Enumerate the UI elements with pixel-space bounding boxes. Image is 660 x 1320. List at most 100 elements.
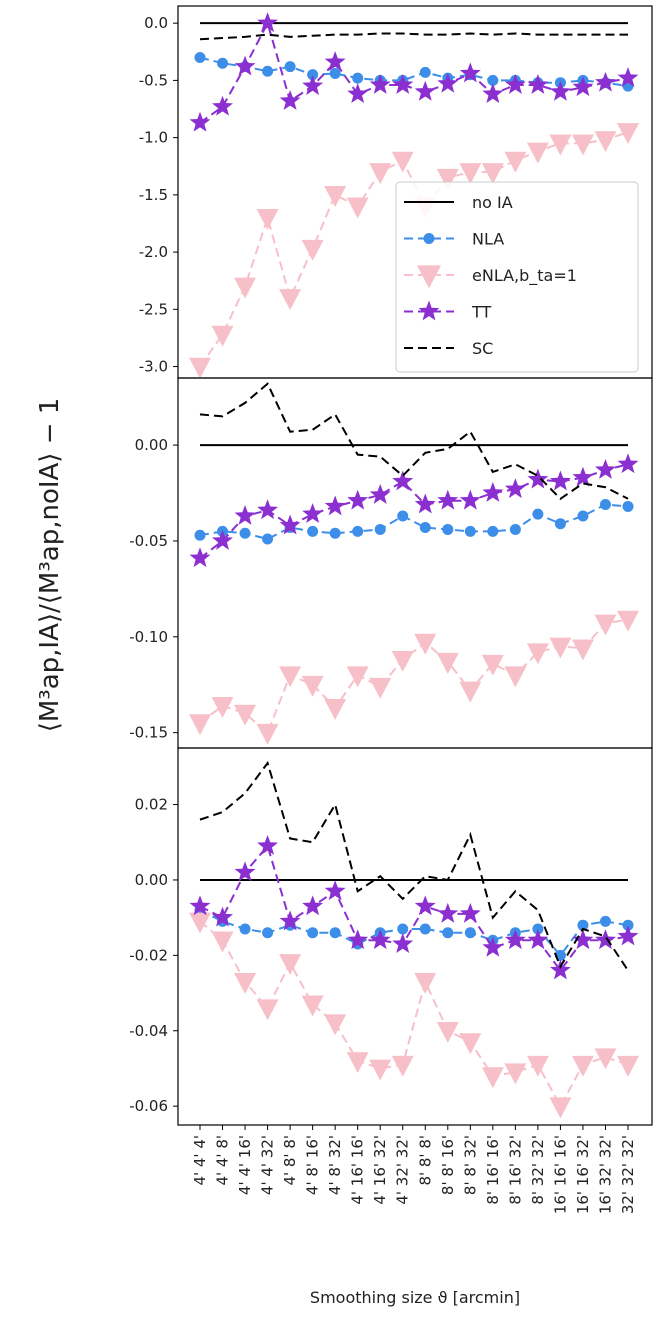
data-point bbox=[346, 1052, 369, 1074]
data-point bbox=[347, 489, 369, 510]
data-point bbox=[279, 666, 302, 688]
data-point bbox=[571, 639, 594, 661]
y-tick-label: -0.02 bbox=[129, 946, 168, 964]
data-point bbox=[599, 499, 611, 511]
data-point bbox=[284, 61, 296, 73]
data-point bbox=[504, 151, 527, 173]
data-point bbox=[257, 12, 279, 33]
data-point bbox=[189, 547, 211, 568]
data-point bbox=[392, 470, 414, 491]
panels: 0.0 -0.5 -1.0 -1.5 -2.0 -2.5 -3.0 0.00 -0.05 -0.1… bbox=[129, 5, 653, 1126]
data-point bbox=[324, 51, 346, 71]
legend-label: no IA bbox=[472, 193, 513, 212]
data-point bbox=[324, 1014, 347, 1036]
data-point bbox=[346, 666, 369, 688]
data-point bbox=[532, 508, 544, 520]
data-point bbox=[329, 927, 341, 939]
data-point bbox=[527, 929, 549, 950]
data-point bbox=[324, 698, 347, 720]
data-point bbox=[419, 66, 431, 78]
legend: no IA NLA eNLA,b_ta=1 TT SC bbox=[395, 181, 639, 373]
data-point bbox=[509, 523, 521, 535]
data-point bbox=[437, 72, 459, 93]
series-enla-b-ta-1 bbox=[189, 912, 639, 1119]
data-point bbox=[599, 915, 611, 927]
data-point bbox=[397, 923, 409, 935]
data-point bbox=[324, 495, 346, 516]
y-tick-label: 0.02 bbox=[135, 796, 168, 814]
data-point bbox=[526, 142, 549, 164]
data-point bbox=[526, 1055, 549, 1077]
data-point bbox=[234, 972, 257, 994]
y-tick-label: 0.0 bbox=[144, 14, 168, 32]
x-tick-label: 4' 16' 16' bbox=[349, 1135, 367, 1205]
data-point bbox=[262, 533, 274, 545]
data-point bbox=[571, 134, 594, 156]
data-point bbox=[369, 163, 392, 185]
panel-frame bbox=[177, 747, 653, 1126]
y-tick-label: -0.15 bbox=[129, 724, 168, 742]
legend-label: eNLA,b_ta=1 bbox=[472, 266, 577, 286]
series-nla bbox=[194, 904, 634, 961]
data-point bbox=[549, 959, 571, 980]
data-point bbox=[436, 1021, 459, 1043]
data-point bbox=[211, 931, 234, 953]
data-point bbox=[257, 835, 279, 855]
data-point bbox=[279, 90, 301, 110]
data-point bbox=[414, 972, 437, 994]
data-point bbox=[571, 1055, 594, 1077]
data-point bbox=[234, 704, 257, 726]
x-tick-label: 8' 16' 32' bbox=[506, 1135, 524, 1205]
data-point bbox=[279, 289, 302, 310]
data-point bbox=[419, 522, 431, 534]
data-point bbox=[189, 714, 211, 736]
y-tick-label: 0.00 bbox=[135, 436, 168, 454]
data-point bbox=[212, 95, 233, 116]
data-point bbox=[442, 523, 454, 535]
data-point bbox=[459, 902, 481, 923]
data-point bbox=[549, 1097, 572, 1119]
series-nla bbox=[194, 499, 634, 545]
data-point bbox=[459, 489, 481, 510]
x-tick-label: 16' 16' 32' bbox=[574, 1135, 592, 1214]
data-point bbox=[414, 80, 436, 101]
data-point bbox=[414, 633, 437, 655]
data-point bbox=[617, 925, 639, 946]
x-tick-label: 4' 8' 8' bbox=[281, 1135, 299, 1186]
x-tick-label: 4' 16' 32' bbox=[371, 1135, 389, 1205]
data-point bbox=[392, 933, 414, 953]
data-point bbox=[374, 523, 386, 535]
data-point bbox=[257, 499, 279, 520]
x-tick-label: 4' 4' 32' bbox=[259, 1135, 277, 1195]
data-point bbox=[504, 929, 526, 950]
data-point bbox=[622, 500, 634, 512]
data-point bbox=[301, 675, 324, 697]
series-sc bbox=[199, 760, 629, 971]
data-point bbox=[212, 906, 233, 927]
data-point bbox=[572, 466, 594, 487]
data-point bbox=[302, 503, 324, 524]
y-tick-label: -3.0 bbox=[139, 358, 168, 376]
data-point bbox=[482, 83, 504, 104]
series-nla bbox=[194, 52, 634, 92]
data-point bbox=[256, 208, 279, 230]
data-point bbox=[189, 895, 211, 916]
data-point bbox=[504, 666, 527, 688]
legend-label: TT bbox=[471, 303, 491, 322]
data-point bbox=[459, 681, 482, 703]
data-point bbox=[391, 651, 414, 672]
x-axis-ticks: 4' 4' 4' 4' 4' 8' 4' 4' 16' 4' 4' 32' 4' 8' … bbox=[191, 1125, 637, 1214]
data-point bbox=[307, 525, 319, 537]
data-point bbox=[464, 525, 476, 537]
y-tick-label: -1.0 bbox=[139, 129, 168, 147]
y-tick-label: -1.5 bbox=[139, 186, 168, 204]
data-point bbox=[329, 68, 341, 80]
panel-2: 0.00 -0.05 -0.10 -0.15 bbox=[129, 377, 653, 749]
y-tick-label: -0.5 bbox=[139, 71, 168, 89]
data-point bbox=[301, 239, 324, 261]
data-point bbox=[459, 62, 481, 83]
data-point bbox=[436, 168, 459, 190]
data-point bbox=[211, 697, 234, 718]
legend-entry: TT bbox=[404, 300, 491, 322]
data-point bbox=[256, 999, 279, 1021]
